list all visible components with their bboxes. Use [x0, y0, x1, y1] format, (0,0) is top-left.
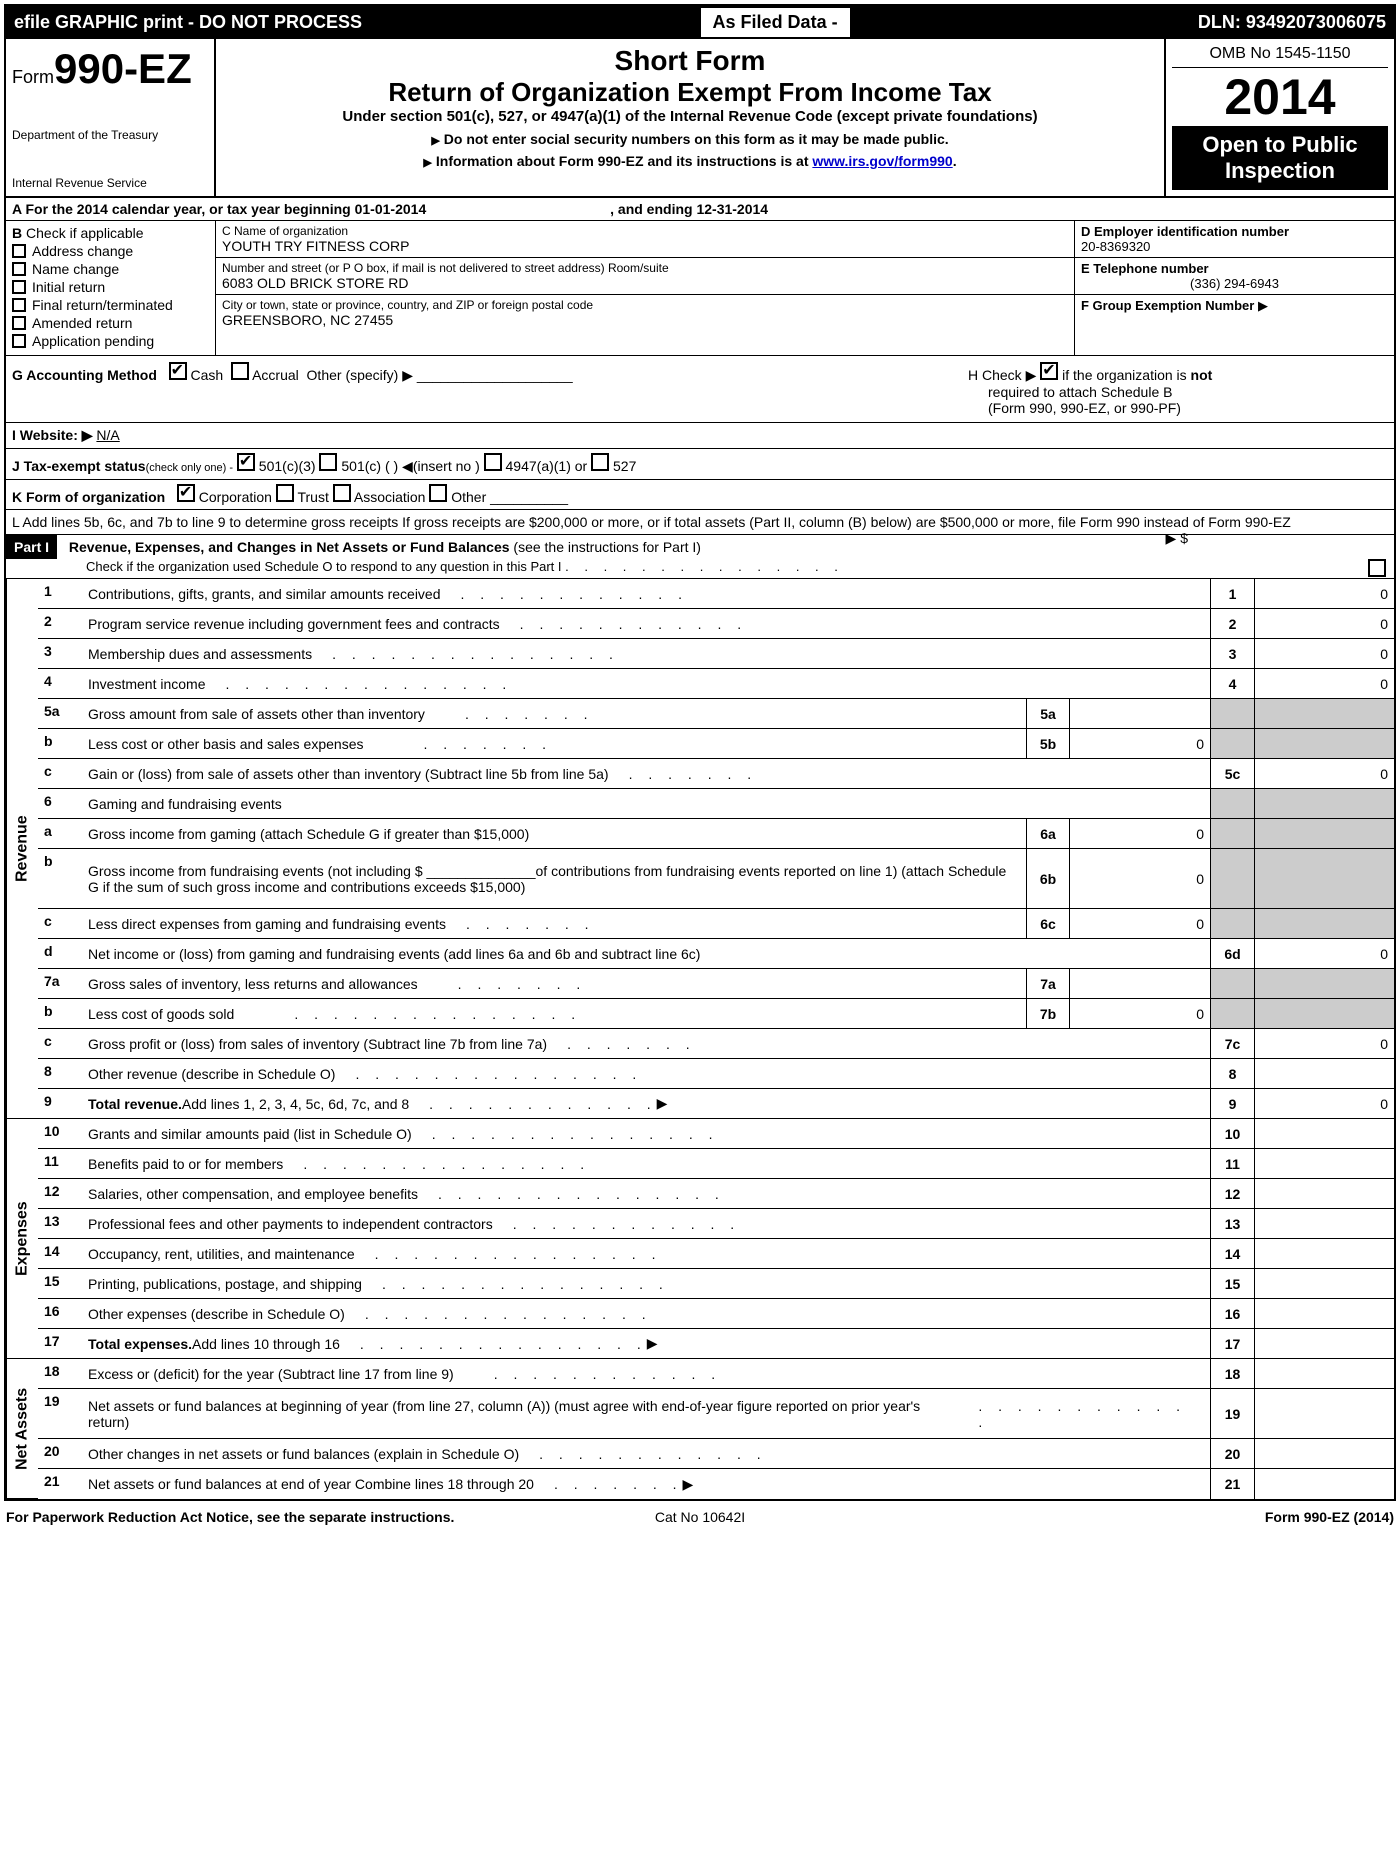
- net-assets-label: Net Assets: [6, 1359, 38, 1499]
- irs-link[interactable]: www.irs.gov/form990: [812, 153, 952, 169]
- omb-number: OMB No 1545-1150: [1172, 45, 1388, 68]
- topbar-dln: DLN: 93492073006075: [1190, 8, 1394, 37]
- top-bar: efile GRAPHIC print - DO NOT PROCESS As …: [6, 6, 1394, 39]
- ein: 20-8369320: [1081, 239, 1388, 254]
- phone: (336) 294-6943: [1081, 276, 1388, 291]
- line-l: L Add lines 5b, 6c, and 7b to line 9 to …: [6, 510, 1394, 535]
- line-4-amt: 0: [1254, 669, 1394, 698]
- header-note2: Information about Form 990-EZ and its in…: [236, 153, 1144, 169]
- chk-assoc[interactable]: [333, 484, 351, 502]
- line-j: J Tax-exempt status(check only one) - 50…: [6, 449, 1394, 480]
- form-prefix: Form: [12, 67, 54, 87]
- revenue-label: Revenue: [6, 579, 38, 1119]
- open-inspection: Open to Public Inspection: [1172, 126, 1388, 190]
- footer-form: Form 990-EZ (2014): [931, 1509, 1394, 1525]
- line-2-amt: 0: [1254, 609, 1394, 638]
- org-address: 6083 OLD BRICK STORE RD: [222, 275, 1068, 291]
- section-b: B Check if applicable Address change Nam…: [6, 221, 216, 355]
- net-assets-section: Net Assets 18Excess or (deficit) for the…: [6, 1359, 1394, 1499]
- chk-corp[interactable]: [177, 484, 195, 502]
- chk-other-org[interactable]: [429, 484, 447, 502]
- form-subtitle: Under section 501(c), 527, or 4947(a)(1)…: [236, 108, 1144, 125]
- line-7b-amt: 0: [1070, 999, 1210, 1028]
- header-note1: Do not enter social security numbers on …: [236, 131, 1144, 147]
- short-form-label: Short Form: [236, 45, 1144, 77]
- chk-527[interactable]: [591, 453, 609, 471]
- form-number: 990-EZ: [54, 45, 192, 92]
- form-title: Return of Organization Exempt From Incom…: [236, 77, 1144, 108]
- section-def: D Employer identification number 20-8369…: [1074, 221, 1394, 355]
- line-5b-amt: 0: [1070, 729, 1210, 758]
- chk-schedule-o[interactable]: [1368, 559, 1386, 577]
- chk-501c[interactable]: [319, 453, 337, 471]
- expenses-label: Expenses: [6, 1119, 38, 1359]
- org-name: YOUTH TRY FITNESS CORP: [222, 238, 1068, 254]
- form-container: efile GRAPHIC print - DO NOT PROCESS As …: [4, 4, 1396, 1501]
- chk-address-change[interactable]: [12, 244, 26, 258]
- line-7c-amt: 0: [1254, 1029, 1394, 1058]
- line-6c-amt: 0: [1070, 909, 1210, 938]
- chk-schedule-b[interactable]: [1040, 362, 1058, 380]
- section-b-to-f: B Check if applicable Address change Nam…: [6, 221, 1394, 356]
- section-c: C Name of organization YOUTH TRY FITNESS…: [216, 221, 1074, 355]
- expenses-section: Expenses 10Grants and similar amounts pa…: [6, 1119, 1394, 1359]
- row-a: A For the 2014 calendar year, or tax yea…: [6, 198, 1394, 221]
- line-3-amt: 0: [1254, 639, 1394, 668]
- chk-amended[interactable]: [12, 316, 26, 330]
- line-6b-amt: 0: [1070, 849, 1210, 908]
- org-city: GREENSBORO, NC 27455: [222, 312, 1068, 328]
- tax-year: 2014: [1172, 68, 1388, 126]
- page-footer: For Paperwork Reduction Act Notice, see …: [0, 1505, 1400, 1529]
- chk-initial-return[interactable]: [12, 280, 26, 294]
- line-i: I Website: ▶ N/A: [6, 423, 1394, 449]
- topbar-left: efile GRAPHIC print - DO NOT PROCESS: [6, 8, 699, 37]
- line-6d-amt: 0: [1254, 939, 1394, 968]
- chk-name-change[interactable]: [12, 262, 26, 276]
- website: N/A: [96, 427, 119, 443]
- part-1-label: Part I: [6, 535, 57, 559]
- line-9-amt: 0: [1254, 1089, 1394, 1118]
- chk-4947[interactable]: [484, 453, 502, 471]
- line-5c-amt: 0: [1254, 759, 1394, 788]
- footer-cat: Cat No 10642I: [469, 1509, 932, 1525]
- chk-final-return[interactable]: [12, 298, 26, 312]
- chk-trust[interactable]: [276, 484, 294, 502]
- line-6a-amt: 0: [1070, 819, 1210, 848]
- chk-cash[interactable]: [169, 362, 187, 380]
- dept-treasury: Department of the Treasury: [12, 128, 208, 142]
- chk-pending[interactable]: [12, 334, 26, 348]
- form-header: Form990-EZ Department of the Treasury In…: [6, 39, 1394, 198]
- line-1-amt: 0: [1254, 579, 1394, 608]
- footer-left: For Paperwork Reduction Act Notice, see …: [6, 1509, 469, 1525]
- topbar-mid: As Filed Data -: [699, 6, 852, 39]
- chk-accrual[interactable]: [231, 362, 249, 380]
- chk-501c3[interactable]: [237, 453, 255, 471]
- line-k: K Form of organization Corporation Trust…: [6, 480, 1394, 510]
- line-g-h: G Accounting Method Cash Accrual Other (…: [6, 356, 1394, 423]
- dept-irs: Internal Revenue Service: [12, 176, 208, 190]
- revenue-section: Revenue 1Contributions, gifts, grants, a…: [6, 579, 1394, 1119]
